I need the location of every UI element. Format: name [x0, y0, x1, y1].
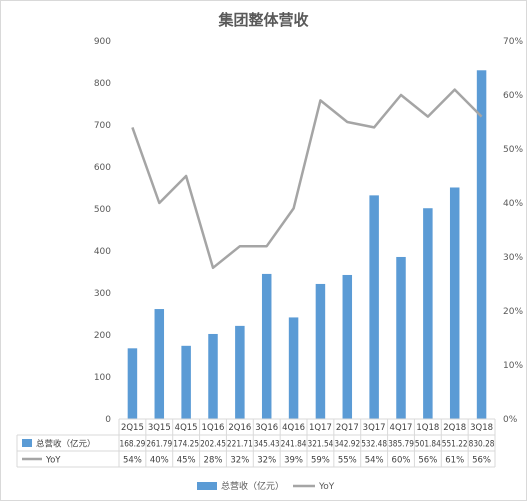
y-left-tick-label: 300 [94, 289, 111, 299]
data-label: 345.43 [254, 440, 280, 450]
data-label: 45% [177, 456, 196, 466]
table-key-bar [22, 439, 32, 447]
bar [288, 317, 299, 419]
legend-entry: YoY [318, 482, 335, 492]
data-label: 830.28 [469, 440, 495, 450]
x-tick-label: 1Q16 [202, 423, 225, 433]
x-tick-label: 2Q15 [121, 423, 144, 433]
chart-title: 集团整体营收 [218, 11, 309, 29]
data-label: 342.92 [334, 440, 360, 450]
data-label: 321.54 [308, 440, 334, 450]
x-tick-label: 2Q16 [228, 423, 251, 433]
bar [449, 187, 460, 419]
y-left-tick-label: 600 [94, 163, 111, 173]
y-right-tick-label: 30% [503, 253, 523, 263]
data-label: 56% [472, 456, 491, 466]
y-left-tick-label: 500 [94, 205, 111, 215]
data-label: 261.79 [146, 440, 172, 450]
table-series-name: YoY [45, 456, 61, 466]
y-right-tick-label: 50% [503, 145, 523, 155]
data-label: 532.48 [361, 440, 387, 450]
x-tick-label: 2Q18 [443, 423, 466, 433]
x-tick-label: 3Q16 [255, 423, 278, 433]
bar [154, 309, 165, 419]
bar [315, 283, 326, 419]
y-left-tick-label: 200 [94, 331, 111, 341]
data-label: 385.79 [388, 440, 414, 450]
data-label: 28% [204, 456, 223, 466]
x-tick-label: 4Q17 [390, 423, 413, 433]
x-tick-label: 4Q16 [282, 423, 305, 433]
y-left-tick-label: 800 [94, 79, 111, 89]
y-left-tick-label: 0 [105, 415, 111, 425]
bar [396, 256, 406, 419]
y-right-tick-label: 70% [503, 37, 523, 47]
data-label: 241.84 [281, 440, 307, 450]
y-right-tick-label: 60% [503, 91, 523, 101]
x-tick-label: 1Q17 [309, 423, 332, 433]
x-tick-label: 3Q15 [148, 423, 171, 433]
data-label: 56% [418, 456, 437, 466]
bar [127, 348, 138, 419]
data-label: 32% [257, 456, 276, 466]
x-tick-label: 1Q18 [416, 423, 439, 433]
bar [208, 333, 218, 419]
data-label: 54% [365, 456, 384, 466]
bar [423, 208, 433, 419]
bar [369, 195, 379, 419]
x-tick-label: 2Q17 [336, 423, 359, 433]
x-tick-label: 3Q18 [470, 423, 493, 433]
bar [261, 273, 272, 419]
y-left-tick-label: 100 [94, 373, 111, 383]
data-label: 501.84 [415, 440, 441, 450]
y-right-tick-label: 20% [503, 307, 523, 317]
data-label: 60% [392, 456, 411, 466]
data-label: 39% [284, 456, 303, 466]
data-label: 32% [230, 456, 249, 466]
x-tick-label: 4Q15 [175, 423, 198, 433]
data-label: 221.71 [227, 440, 253, 450]
legend-swatch-bar [197, 482, 217, 490]
y-left-tick-label: 900 [94, 37, 111, 47]
bar [342, 274, 353, 419]
bar [181, 345, 191, 419]
legend-entry: 总营收（亿元） [221, 480, 284, 492]
y-left-tick-label: 400 [94, 247, 111, 257]
data-label: 174.25 [173, 440, 199, 450]
data-label: 40% [150, 456, 169, 466]
y-left-tick-label: 700 [94, 121, 111, 131]
data-label: 55% [338, 456, 357, 466]
data-label: 59% [311, 456, 330, 466]
data-label: 168.29 [120, 440, 146, 450]
x-tick-label: 3Q17 [363, 423, 386, 433]
yoy-line [131, 88, 483, 270]
bar [235, 325, 245, 419]
bar [476, 70, 487, 419]
y-right-tick-label: 10% [503, 361, 523, 371]
data-label: 551.22 [442, 440, 468, 450]
y-right-tick-label: 40% [503, 199, 523, 209]
data-label: 202.45 [200, 440, 226, 450]
y-right-tick-label: 0% [503, 415, 518, 425]
data-label: 54% [123, 456, 142, 466]
data-label: 61% [445, 456, 464, 466]
table-series-name: 总营收（亿元） [36, 439, 96, 450]
